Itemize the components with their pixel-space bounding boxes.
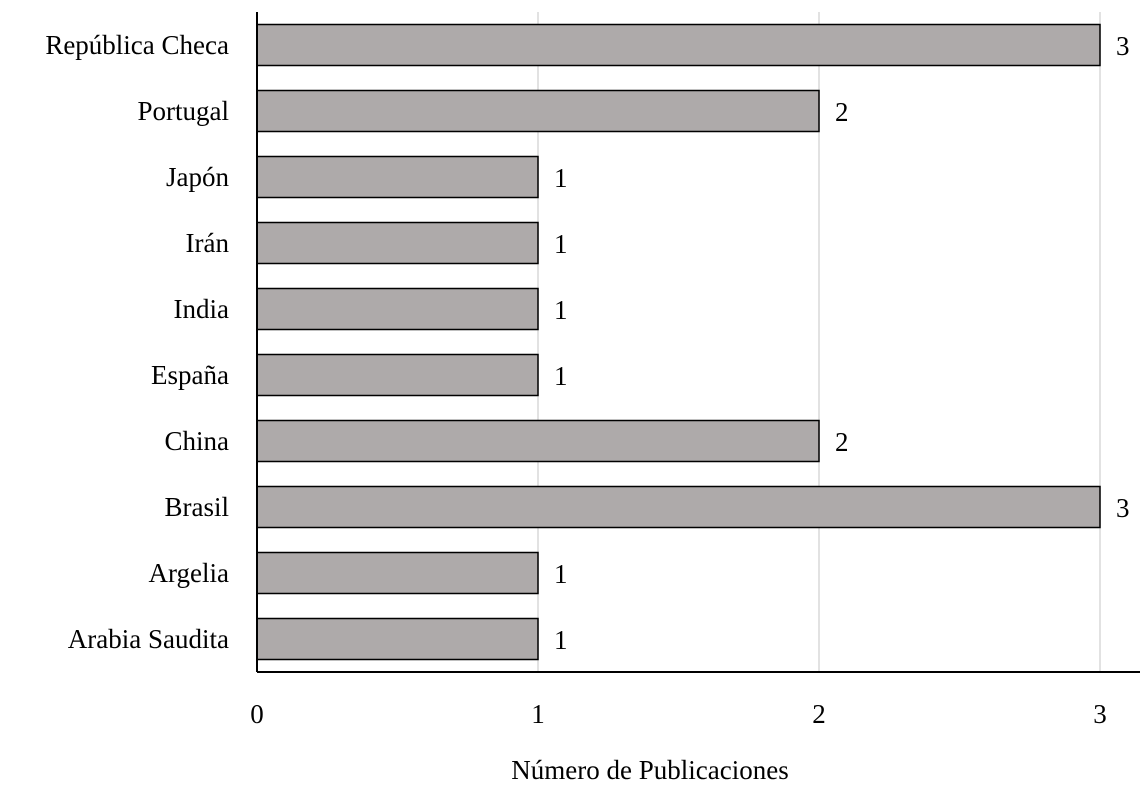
category-label-0: República Checa [45, 30, 229, 60]
x-tick-label-0: 0 [250, 699, 264, 729]
category-label-2: Japón [166, 162, 229, 192]
category-label-4: India [174, 294, 229, 324]
data-label-1: 2 [835, 97, 849, 127]
category-label-3: Irán [186, 228, 230, 258]
bar-1 [256, 89, 820, 133]
bar-0 [256, 23, 1101, 67]
x-tick-label-1: 1 [531, 699, 545, 729]
bar-7 [256, 485, 1101, 529]
labels: República Checa 3 Portugal 2 Japón 1 Irán 1 Indi… [45, 30, 1129, 729]
bar-6 [256, 419, 820, 463]
data-label-7: 3 [1116, 493, 1130, 523]
data-label-0: 3 [1116, 31, 1130, 61]
bar-9 [256, 617, 539, 661]
data-label-9: 1 [554, 625, 568, 655]
category-label-7: Brasil [165, 492, 230, 522]
bar-5 [256, 353, 539, 397]
category-label-8: Argelia [149, 558, 229, 588]
category-label-5: España [151, 360, 229, 390]
bar-3 [256, 221, 539, 265]
data-label-3: 1 [554, 229, 568, 259]
category-label-1: Portugal [138, 96, 230, 126]
data-label-2: 1 [554, 163, 568, 193]
axes [256, 12, 1140, 673]
x-tick-label-3: 3 [1093, 699, 1107, 729]
x-axis-title: Número de Publicaciones [511, 755, 788, 783]
data-label-4: 1 [554, 295, 568, 325]
bars [256, 23, 1101, 661]
data-label-6: 2 [835, 427, 849, 457]
data-label-8: 1 [554, 559, 568, 589]
bar-2 [256, 155, 539, 199]
x-tick-label-2: 2 [812, 699, 826, 729]
category-label-9: Arabia Saudita [68, 624, 229, 654]
category-label-6: China [165, 426, 230, 456]
bar-8 [256, 551, 539, 595]
data-label-5: 1 [554, 361, 568, 391]
bar-4 [256, 287, 539, 331]
